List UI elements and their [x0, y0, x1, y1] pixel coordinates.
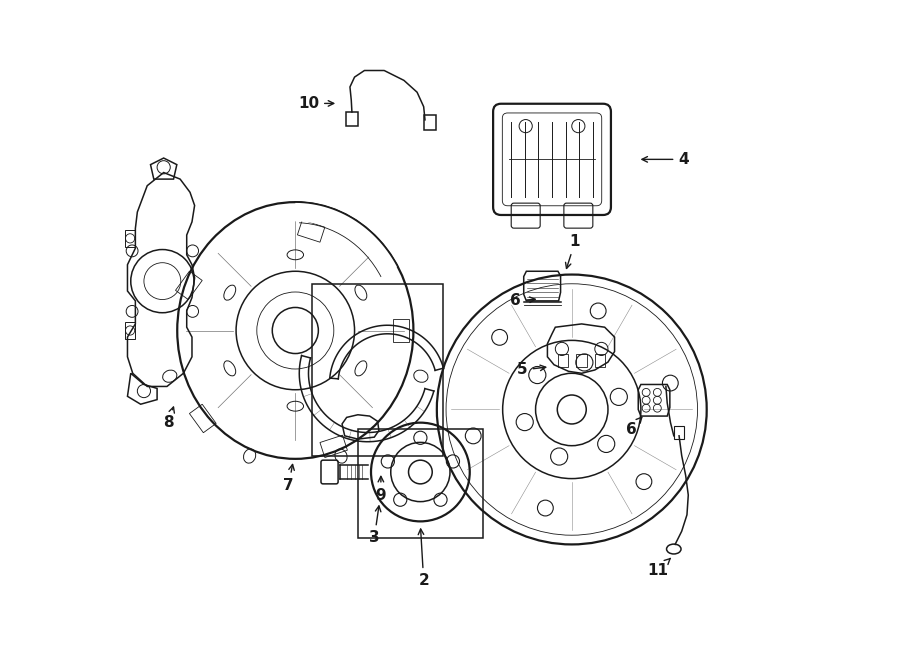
- Text: 6: 6: [626, 417, 642, 437]
- Bar: [320, 435, 347, 457]
- Bar: [297, 220, 325, 242]
- Text: 2: 2: [418, 529, 429, 588]
- Bar: [311, 284, 444, 455]
- Text: 9: 9: [375, 477, 386, 502]
- Text: 10: 10: [298, 96, 334, 111]
- Polygon shape: [295, 202, 398, 276]
- Bar: [424, 115, 436, 130]
- Text: 4: 4: [642, 152, 689, 167]
- Bar: [176, 271, 202, 299]
- Bar: [558, 354, 569, 367]
- Bar: [358, 429, 483, 538]
- Bar: [125, 322, 135, 339]
- Text: 1: 1: [565, 234, 581, 268]
- Text: 7: 7: [284, 465, 294, 492]
- Text: 6: 6: [510, 293, 536, 309]
- Bar: [125, 230, 135, 247]
- Bar: [595, 354, 606, 367]
- Bar: [346, 112, 358, 126]
- Bar: [576, 354, 587, 367]
- Text: 5: 5: [518, 362, 545, 377]
- Text: 11: 11: [647, 559, 670, 578]
- Bar: [674, 426, 684, 439]
- Bar: [392, 319, 409, 342]
- Bar: [189, 405, 216, 433]
- Text: 3: 3: [369, 506, 381, 545]
- Text: 8: 8: [163, 407, 175, 430]
